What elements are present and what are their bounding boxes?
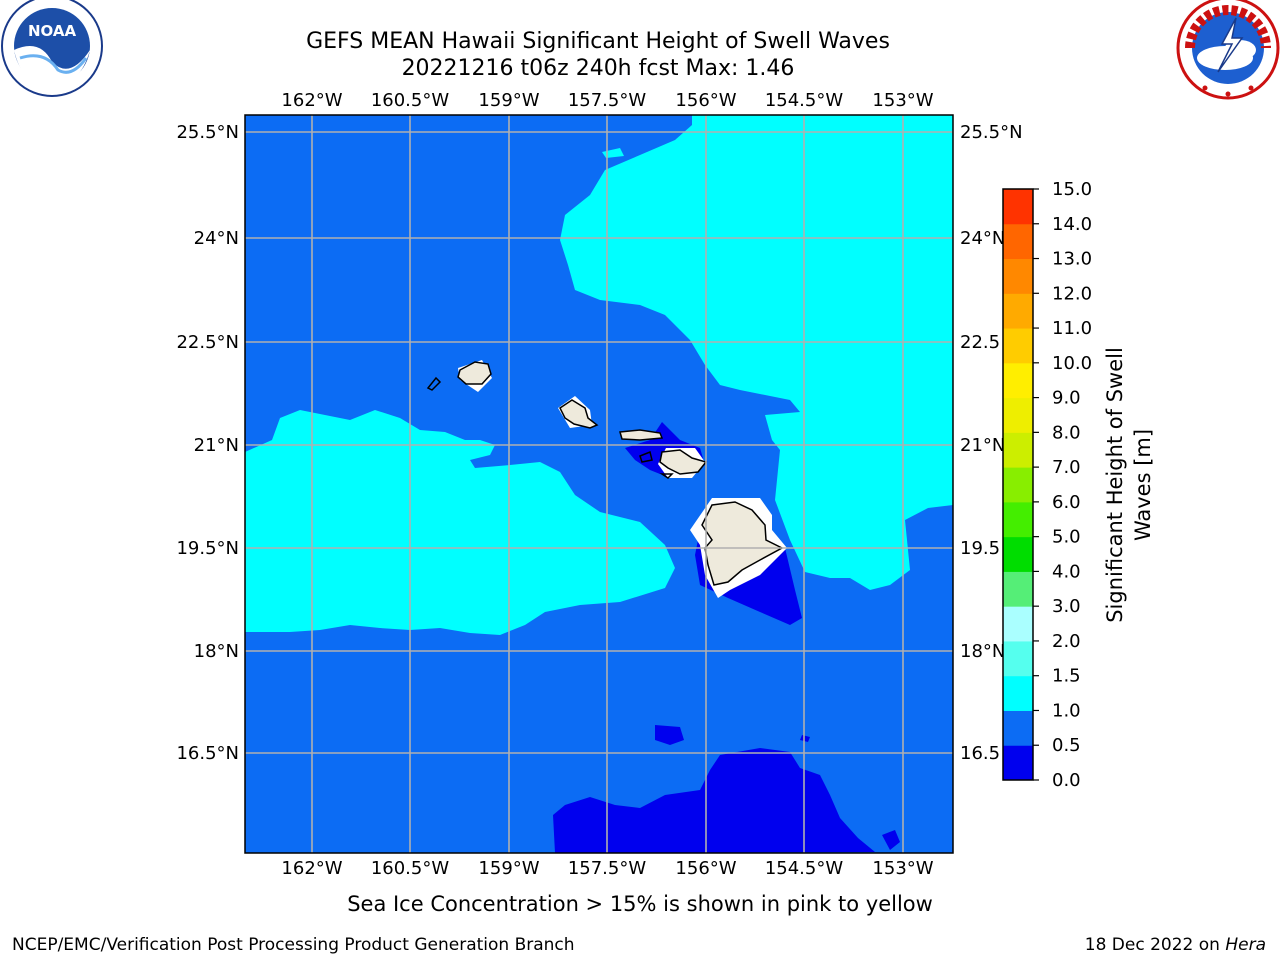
lat-tick-label: 21°N bbox=[194, 435, 239, 456]
colorbar: 0.0 0.5 1.0 1.5 2.0 3.0 4.0 5.0 6.0 7.0 8.0 9.0 10.0… bbox=[1002, 179, 1155, 791]
nws-logo bbox=[1176, 0, 1280, 100]
colorbar-swatch bbox=[1003, 223, 1033, 260]
lon-tick-label: 162°W bbox=[281, 858, 342, 879]
colorbar-tick-label: 8.0 bbox=[1052, 422, 1081, 443]
swell-band-1.0-1.5-southwest bbox=[245, 410, 675, 635]
colorbar-swatch bbox=[1003, 571, 1033, 607]
sea-ice-note: Sea Ice Concentration > 15% is shown in … bbox=[347, 892, 933, 916]
colorbar-swatch bbox=[1003, 467, 1033, 503]
colorbar-label-line1: Significant Height of Swell bbox=[1103, 347, 1127, 623]
footer-left: NCEP/EMC/Verification Post Processing Pr… bbox=[12, 935, 575, 955]
colorbar-tick-label: 0.5 bbox=[1052, 735, 1081, 756]
lon-tick-label: 157.5°W bbox=[568, 858, 647, 879]
lat-tick-label: 24°N bbox=[194, 228, 239, 249]
colorbar-tick-label: 1.0 bbox=[1052, 700, 1081, 721]
map-grid bbox=[245, 115, 953, 853]
lon-tick-label: 159°W bbox=[478, 90, 539, 111]
swell-band-0.0-0.5-spot bbox=[882, 830, 900, 850]
island-oahu bbox=[559, 399, 599, 429]
colorbar-tick-label: 7.0 bbox=[1052, 457, 1081, 478]
colorbar-tick-label: 0.0 bbox=[1052, 770, 1081, 791]
colorbar-tick-label: 4.0 bbox=[1052, 561, 1081, 582]
colorbar-swatch bbox=[1003, 710, 1033, 746]
lon-tick-label: 154.5°W bbox=[765, 90, 844, 111]
island-kahoolawe bbox=[659, 473, 674, 479]
plot-title: GEFS MEAN Hawaii Significant Height of S… bbox=[306, 29, 890, 54]
footer-host: Hera bbox=[1225, 935, 1266, 955]
island-lanai bbox=[639, 450, 653, 463]
colorbar-tick-label: 13.0 bbox=[1052, 249, 1092, 270]
lat-labels-left: 25.5°N 24°N 22.5°N 21°N 19.5°N 18°N 16.5°N bbox=[176, 122, 239, 764]
colorbar-swatch bbox=[1003, 536, 1033, 572]
colorbar-swatch bbox=[1003, 432, 1033, 468]
colorbar-swatch bbox=[1003, 397, 1033, 433]
lon-tick-label: 157.5°W bbox=[568, 90, 647, 111]
colorbar-tick-label: 12.0 bbox=[1052, 283, 1092, 304]
colorbar-tick-label: 14.0 bbox=[1052, 214, 1092, 235]
lon-tick-label: 154.5°W bbox=[765, 858, 844, 879]
colorbar-swatch bbox=[1003, 675, 1033, 711]
lat-tick-label-right: 24°N bbox=[960, 228, 1005, 249]
island-kauai bbox=[457, 361, 492, 385]
lat-tick-label-right: 19.5 bbox=[960, 538, 1000, 559]
lat-tick-label-right: 16.5 bbox=[960, 743, 1000, 764]
lon-labels-top: 162°W 160.5°W 159°W 157.5°W 156°W 154.5°W 153°… bbox=[281, 90, 933, 111]
lon-tick-label: 160.5°W bbox=[371, 90, 450, 111]
colorbar-frame bbox=[1002, 188, 1034, 781]
colorbar-swatch bbox=[1003, 189, 1033, 225]
lat-tick-label: 18°N bbox=[194, 641, 239, 662]
lon-tick-label: 156°W bbox=[675, 90, 736, 111]
colorbar-swatch bbox=[1003, 328, 1033, 364]
colorbar-tick-label: 2.0 bbox=[1052, 631, 1081, 652]
footer-date: 18 Dec 2022 on bbox=[1085, 935, 1226, 955]
colorbar-tick-label: 5.0 bbox=[1052, 527, 1081, 548]
lon-tick-label: 153°W bbox=[872, 858, 933, 879]
colorbar-tick-label: 9.0 bbox=[1052, 388, 1081, 409]
plot-subtitle: 20221216 t06z 240h fcst Max: 1.46 bbox=[402, 56, 795, 81]
colorbar-tick-label: 1.5 bbox=[1052, 666, 1081, 687]
swell-band-0.0-0.5-spot bbox=[800, 735, 810, 742]
swell-band-0.0-0.5-south bbox=[553, 748, 875, 853]
swell-band-0.0-0.5-spot bbox=[655, 725, 684, 745]
lat-tick-label-right: 22.5 bbox=[960, 332, 1000, 353]
lat-labels-right: 25.5°N 24°N 22.5 21°N 19.5 18°N 16.5 bbox=[960, 122, 1023, 764]
lat-tick-label-right: 21°N bbox=[960, 435, 1005, 456]
lat-tick-label: 16.5°N bbox=[176, 743, 239, 764]
lon-tick-label: 153°W bbox=[872, 90, 933, 111]
swell-band-1.0-1.5-northeast bbox=[560, 115, 953, 590]
colorbar-swatch bbox=[1003, 258, 1033, 294]
lat-tick-label: 25.5°N bbox=[176, 122, 239, 143]
lon-tick-label: 159°W bbox=[478, 858, 539, 879]
island-niihau bbox=[426, 376, 442, 391]
colorbar-swatch bbox=[1003, 293, 1033, 329]
colorbar-tick-label: 6.0 bbox=[1052, 492, 1081, 513]
noaa-logo: NOAA bbox=[1, 0, 103, 97]
noaa-logo-text: NOAA bbox=[28, 22, 77, 40]
lon-tick-label: 156°W bbox=[675, 858, 736, 879]
island-hawaii bbox=[701, 501, 784, 586]
colorbar-tick-label: 11.0 bbox=[1052, 318, 1092, 339]
footer-right: 18 Dec 2022 on Hera bbox=[1085, 935, 1266, 955]
colorbar-swatch bbox=[1003, 362, 1033, 399]
lat-tick-label: 19.5°N bbox=[176, 538, 239, 559]
lat-tick-label-right: 18°N bbox=[960, 641, 1005, 662]
colorbar-swatch bbox=[1003, 606, 1033, 642]
colorbar-tick-label: 15.0 bbox=[1052, 179, 1092, 200]
colorbar-swatch bbox=[1003, 640, 1033, 677]
lat-tick-label-right: 25.5°N bbox=[960, 122, 1023, 143]
lon-tick-label: 162°W bbox=[281, 90, 342, 111]
colorbar-label-line2: Waves [m] bbox=[1131, 429, 1155, 541]
map-area: 162°W 160.5°W 159°W 157.5°W 156°W 154.5°W 153°… bbox=[176, 90, 1022, 879]
colorbar-tick-label: 10.0 bbox=[1052, 353, 1092, 374]
colorbar-tick-label: 3.0 bbox=[1052, 596, 1081, 617]
lon-tick-label: 160.5°W bbox=[371, 858, 450, 879]
map-frame bbox=[244, 114, 954, 854]
lon-labels-bottom: 162°W 160.5°W 159°W 157.5°W 156°W 154.5°W 153°… bbox=[281, 858, 933, 879]
island-molokai bbox=[619, 429, 664, 441]
colorbar-swatch bbox=[1003, 501, 1033, 538]
colorbar-swatch bbox=[1003, 745, 1033, 781]
lat-tick-label: 22.5°N bbox=[176, 332, 239, 353]
island-maui bbox=[659, 449, 708, 475]
